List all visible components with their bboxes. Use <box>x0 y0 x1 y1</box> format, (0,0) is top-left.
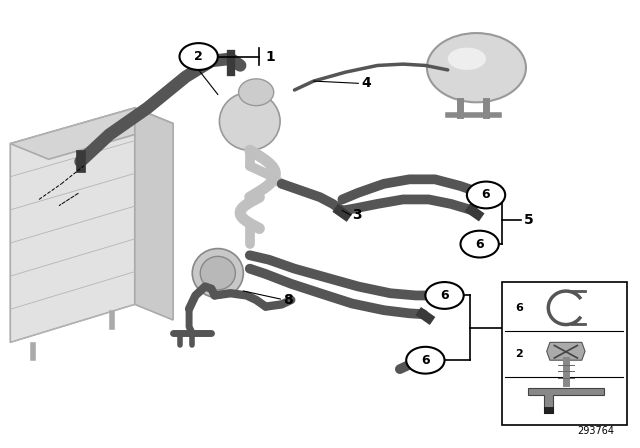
Text: 2: 2 <box>195 50 203 63</box>
Ellipse shape <box>192 249 243 297</box>
Text: 6: 6 <box>440 289 449 302</box>
Polygon shape <box>543 407 553 413</box>
Text: 6: 6 <box>482 189 490 202</box>
Circle shape <box>461 231 499 258</box>
Circle shape <box>179 43 218 70</box>
Ellipse shape <box>239 79 274 106</box>
Text: 6: 6 <box>421 354 429 367</box>
FancyBboxPatch shape <box>502 282 627 425</box>
Ellipse shape <box>448 47 486 70</box>
Text: 2: 2 <box>515 349 523 358</box>
Circle shape <box>467 181 505 208</box>
Polygon shape <box>527 388 604 413</box>
Text: 4: 4 <box>362 76 371 90</box>
Text: 6: 6 <box>476 237 484 250</box>
Polygon shape <box>10 108 173 159</box>
Circle shape <box>406 347 445 374</box>
Ellipse shape <box>200 256 236 290</box>
Text: 293764: 293764 <box>577 426 614 436</box>
Polygon shape <box>135 108 173 320</box>
Polygon shape <box>10 108 135 342</box>
Text: 6: 6 <box>515 303 523 313</box>
Circle shape <box>426 282 464 309</box>
Text: 7: 7 <box>524 321 534 335</box>
Text: 8: 8 <box>283 293 292 307</box>
Polygon shape <box>547 342 585 360</box>
Text: 3: 3 <box>352 208 362 222</box>
Text: 5: 5 <box>524 212 534 227</box>
Text: 1: 1 <box>266 50 275 64</box>
Ellipse shape <box>220 92 280 151</box>
Ellipse shape <box>427 33 526 102</box>
